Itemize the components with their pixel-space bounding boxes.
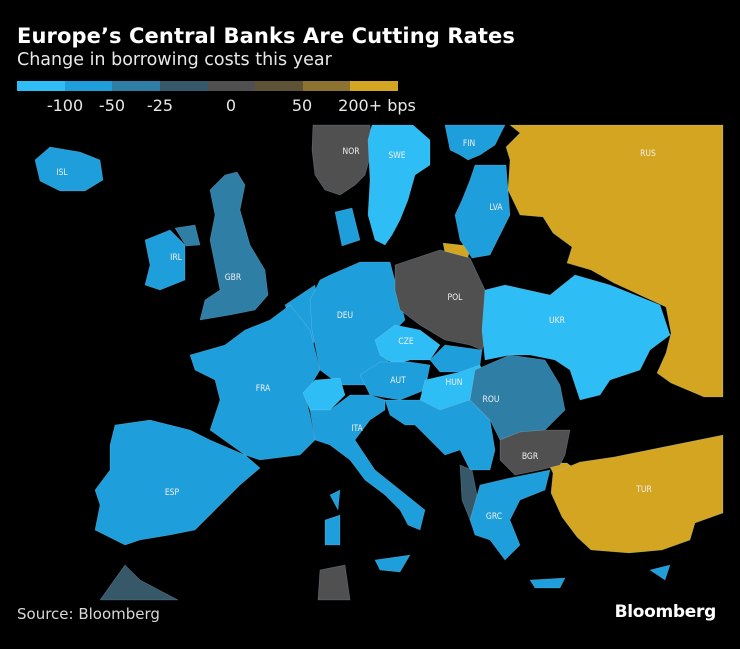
country-label: UKR — [549, 316, 566, 326]
country-label: CZE — [398, 337, 414, 347]
country-label: GBR — [225, 273, 242, 283]
country-bgr — [499, 429, 571, 476]
country-swe — [367, 124, 431, 246]
country-label: HUN — [445, 378, 462, 388]
legend-swatch — [112, 81, 160, 91]
legend-swatch — [64, 81, 113, 91]
country-label: ESP — [165, 488, 180, 498]
legend-swatch — [207, 81, 256, 91]
country-bal — [384, 399, 496, 471]
country-cyp — [649, 564, 671, 581]
country-label: DEU — [337, 311, 353, 321]
legend-swatch — [302, 81, 351, 91]
country-ita — [329, 489, 341, 512]
country-esp — [94, 419, 261, 546]
country-label: FRA — [256, 384, 271, 394]
country-label: TUR — [635, 485, 652, 495]
country-nor — [311, 124, 373, 196]
country-ita — [309, 394, 426, 531]
legend-label: -25 — [146, 96, 174, 115]
legend-swatch — [159, 81, 208, 91]
country-lva — [454, 164, 511, 259]
country-label: AUT — [390, 376, 406, 386]
country-fin — [444, 124, 506, 161]
country-label: NOR — [342, 147, 360, 157]
country-tur — [550, 434, 724, 554]
country-label: FIN — [463, 139, 475, 149]
country-label: ITA — [351, 424, 363, 434]
chart-title: Europe’s Central Banks Are Cutting Rates — [17, 24, 515, 48]
country-grc — [469, 469, 551, 561]
country-mar — [99, 564, 179, 601]
country-grc — [529, 577, 566, 589]
country-label: RUS — [640, 149, 656, 159]
legend-swatch — [255, 81, 303, 91]
color-legend — [17, 81, 398, 91]
country-rus — [505, 124, 724, 398]
country-label: SWE — [388, 151, 405, 161]
country-tun — [317, 564, 351, 601]
country-label: LVA — [489, 203, 503, 213]
country-ita — [374, 554, 411, 573]
legend-swatch — [350, 81, 398, 91]
country-label: POL — [448, 293, 464, 303]
country-label: IRL — [170, 253, 183, 263]
country-label: GRC — [486, 512, 502, 522]
legend-label: 0 — [225, 96, 237, 115]
bloomberg-logo: Bloomberg — [614, 602, 717, 622]
country-nir — [174, 224, 201, 247]
source-note: Source: Bloomberg — [17, 605, 160, 623]
country-pol — [394, 249, 491, 351]
country-fra — [189, 304, 321, 461]
country-isl — [34, 146, 104, 192]
country-aut — [359, 361, 431, 401]
country-dnk — [334, 207, 361, 247]
legend-label: 200+ bps — [338, 96, 416, 115]
country-irl — [144, 229, 186, 291]
chart-subtitle: Change in borrowing costs this year — [17, 50, 332, 70]
country-label: BGR — [522, 452, 539, 462]
legend-label: 50 — [291, 96, 313, 115]
legend-label: -50 — [98, 96, 126, 115]
legend-swatch — [17, 81, 65, 91]
legend-label: -100 — [46, 96, 84, 115]
country-ita — [324, 514, 341, 546]
country-label: ISL — [56, 168, 68, 178]
country-gbr — [199, 171, 269, 321]
country-label: ROU — [483, 395, 500, 405]
